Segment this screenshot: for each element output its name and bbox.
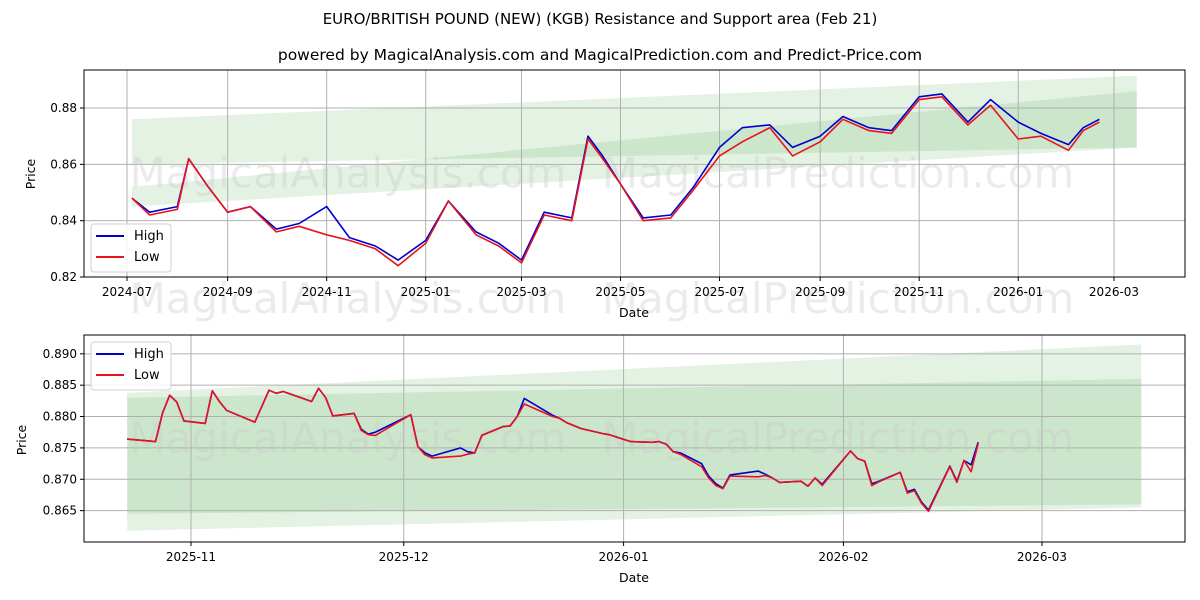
x-axis-ticks: 2024-07 2024-09 2024-11 2025-01 2025-03 2025-…	[102, 277, 1139, 299]
svg-text:MagicalAnalysis.com: MagicalAnalysis.com	[130, 414, 567, 463]
svg-text:MagicalPrediction.com: MagicalPrediction.com	[602, 274, 1075, 323]
x-tick-label: 2024-07	[102, 285, 152, 299]
y-tick-label: 0.870	[43, 472, 77, 486]
legend: High Low	[90, 341, 172, 391]
y-axis-ticks: 0.865 0.870 0.875 0.880 0.885 0.890	[43, 347, 84, 518]
x-tick-label: 2024-09	[203, 285, 253, 299]
x-tick-label: 2025-11	[166, 550, 216, 564]
resistance-band	[127, 344, 1142, 531]
x-tick-label: 2026-02	[818, 550, 868, 564]
x-tick-label: 2024-11	[302, 285, 352, 299]
y-tick-label: 0.865	[43, 504, 77, 518]
x-tick-label: 2025-07	[694, 285, 744, 299]
legend: High Low	[90, 223, 172, 273]
x-axis-label: Date	[619, 570, 649, 585]
chart-title: EURO/BRITISH POUND (NEW) (KGB) Resistanc…	[322, 10, 878, 28]
resistance-support-bands	[131, 75, 1137, 207]
watermark: MagicalAnalysis.com MagicalPrediction.com	[130, 414, 1075, 463]
y-tick-label: 0.84	[50, 214, 77, 228]
support-band	[127, 378, 1142, 514]
legend-low-label: Low	[134, 250, 160, 265]
x-tick-label: 2025-11	[894, 285, 944, 299]
plot-frame	[83, 69, 1186, 278]
legend-low-label: Low	[134, 368, 160, 383]
x-tick-label: 2026-03	[1017, 550, 1067, 564]
y-tick-label: 0.880	[43, 410, 77, 424]
y-tick-label: 0.890	[43, 347, 77, 361]
bottom-chart: MagicalAnalysis.com MagicalPrediction.com…	[14, 334, 1186, 585]
y-tick-label: 0.885	[43, 378, 77, 392]
low-line	[127, 387, 979, 513]
svg-text:MagicalAnalysis.com: MagicalAnalysis.com	[130, 149, 567, 198]
x-tick-label: 2025-05	[595, 285, 645, 299]
x-tick-label: 2025-12	[379, 550, 429, 564]
watermark: MagicalAnalysis.com MagicalPrediction.com…	[130, 149, 1075, 324]
y-axis-ticks: 0.82 0.84 0.86 0.88	[50, 101, 84, 284]
y-tick-label: 0.875	[43, 441, 77, 455]
x-tick-label: 2026-01	[599, 550, 649, 564]
y-axis-label: Price	[23, 158, 38, 189]
top-chart: MagicalAnalysis.com MagicalPrediction.com…	[23, 69, 1186, 324]
high-line	[131, 93, 1100, 261]
legend-high-label: High	[134, 229, 164, 244]
low-line	[131, 96, 1100, 267]
svg-text:MagicalAnalysis.com: MagicalAnalysis.com	[130, 274, 567, 323]
chart-subtitle: powered by MagicalAnalysis.com and Magic…	[277, 46, 923, 64]
resistance-support-bands	[127, 344, 1142, 531]
svg-text:MagicalPrediction.com: MagicalPrediction.com	[602, 414, 1075, 463]
x-tick-label: 2026-03	[1089, 285, 1139, 299]
y-tick-label: 0.82	[50, 270, 77, 284]
y-tick-label: 0.88	[50, 101, 77, 115]
x-tick-label: 2025-09	[795, 285, 845, 299]
plot-frame	[83, 334, 1186, 543]
x-axis-ticks: 2025-11 2025-12 2026-01 2026-02 2026-03	[166, 542, 1067, 564]
x-axis-label: Date	[619, 305, 649, 320]
resistance-band	[131, 75, 1137, 165]
x-tick-label: 2025-01	[401, 285, 451, 299]
support-band	[131, 91, 1137, 207]
svg-text:MagicalPrediction.com: MagicalPrediction.com	[602, 149, 1075, 198]
grid-lines	[84, 335, 1185, 542]
x-tick-label: 2025-03	[496, 285, 546, 299]
y-tick-label: 0.86	[50, 157, 77, 171]
y-axis-label: Price	[14, 424, 29, 455]
legend-high-label: High	[134, 347, 164, 362]
x-tick-label: 2026-01	[993, 285, 1043, 299]
